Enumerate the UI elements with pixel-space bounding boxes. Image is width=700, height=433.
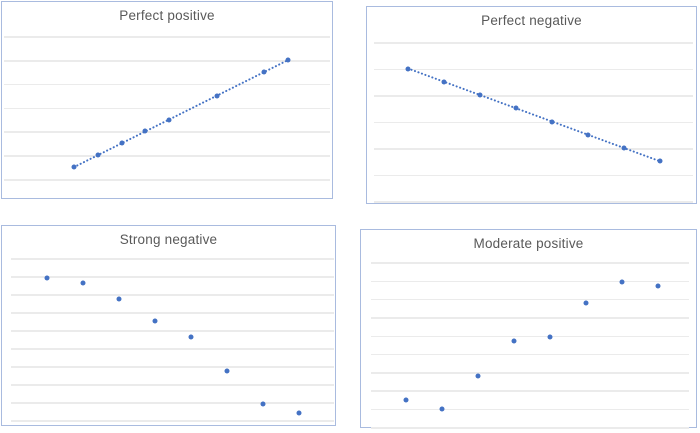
- chart-title: Strong negative: [119, 232, 218, 247]
- gridline: [11, 366, 334, 368]
- data-point: [585, 132, 591, 138]
- data-point: [441, 79, 447, 85]
- data-point: [116, 296, 122, 302]
- data-point: [511, 338, 517, 344]
- chart-title: Perfect positive: [119, 8, 215, 23]
- plot-area: [2, 2, 332, 198]
- gridline: [4, 36, 330, 38]
- gridline: [11, 258, 334, 260]
- data-point: [166, 117, 172, 123]
- gridline: [371, 372, 689, 374]
- trendline: [407, 67, 661, 163]
- chart-title: Moderate positive: [473, 236, 584, 251]
- data-point: [477, 92, 483, 98]
- gridline: [371, 427, 689, 429]
- data-point: [260, 401, 266, 407]
- gridline: [374, 148, 693, 150]
- chart-perfect-positive[interactable]: Perfect positive: [1, 1, 333, 199]
- data-point: [152, 318, 158, 324]
- gridline: [11, 384, 334, 386]
- gridline: [4, 155, 330, 157]
- data-point: [657, 158, 663, 164]
- plot-area: [361, 230, 696, 429]
- plot-area: [367, 7, 696, 203]
- data-point: [619, 279, 625, 285]
- gridline: [11, 348, 334, 350]
- data-point: [214, 93, 220, 99]
- data-point: [261, 69, 267, 75]
- data-point: [513, 105, 519, 111]
- data-point: [547, 334, 553, 340]
- gridline: [371, 262, 689, 264]
- gridline: [371, 298, 689, 301]
- chart-strong-negative[interactable]: Strong negative: [1, 225, 336, 426]
- gridline: [371, 317, 689, 319]
- gridline: [11, 420, 334, 422]
- gridline: [374, 42, 693, 44]
- data-point: [583, 300, 589, 306]
- data-point: [439, 406, 445, 412]
- gridline: [374, 95, 693, 97]
- gridline: [11, 330, 334, 332]
- data-point: [142, 128, 148, 134]
- data-point: [80, 280, 86, 286]
- gridline: [374, 201, 693, 203]
- data-point: [405, 66, 411, 71]
- data-point: [475, 373, 481, 379]
- gridline: [371, 280, 689, 283]
- data-point: [71, 164, 77, 170]
- gridline: [4, 83, 330, 86]
- data-point: [95, 152, 101, 158]
- chart-moderate-positive[interactable]: Moderate positive: [360, 229, 697, 429]
- plot-area: [2, 226, 335, 425]
- data-point: [285, 57, 291, 63]
- gridline: [11, 312, 334, 314]
- gridline: [371, 335, 689, 338]
- data-point: [224, 368, 230, 374]
- chart-perfect-negative[interactable]: Perfect negative: [366, 6, 697, 204]
- gridline: [11, 276, 334, 278]
- gridline: [374, 174, 693, 177]
- gridline: [4, 179, 330, 181]
- data-point: [119, 140, 125, 146]
- gridline: [4, 60, 330, 62]
- data-point: [188, 334, 194, 340]
- gridline: [374, 121, 693, 124]
- chart-title: Perfect negative: [481, 13, 582, 28]
- gridline: [371, 390, 689, 392]
- gridline: [374, 68, 693, 71]
- data-point: [44, 275, 50, 281]
- data-point: [296, 410, 302, 416]
- data-point: [549, 119, 555, 124]
- gridline: [371, 408, 689, 411]
- gridline: [4, 107, 330, 110]
- data-point: [655, 283, 661, 289]
- gridline: [11, 294, 334, 296]
- gridline: [371, 353, 689, 356]
- gridline: [4, 131, 330, 134]
- gridline: [11, 402, 334, 404]
- trendline: [72, 59, 289, 169]
- data-point: [621, 145, 627, 151]
- data-point: [403, 397, 409, 403]
